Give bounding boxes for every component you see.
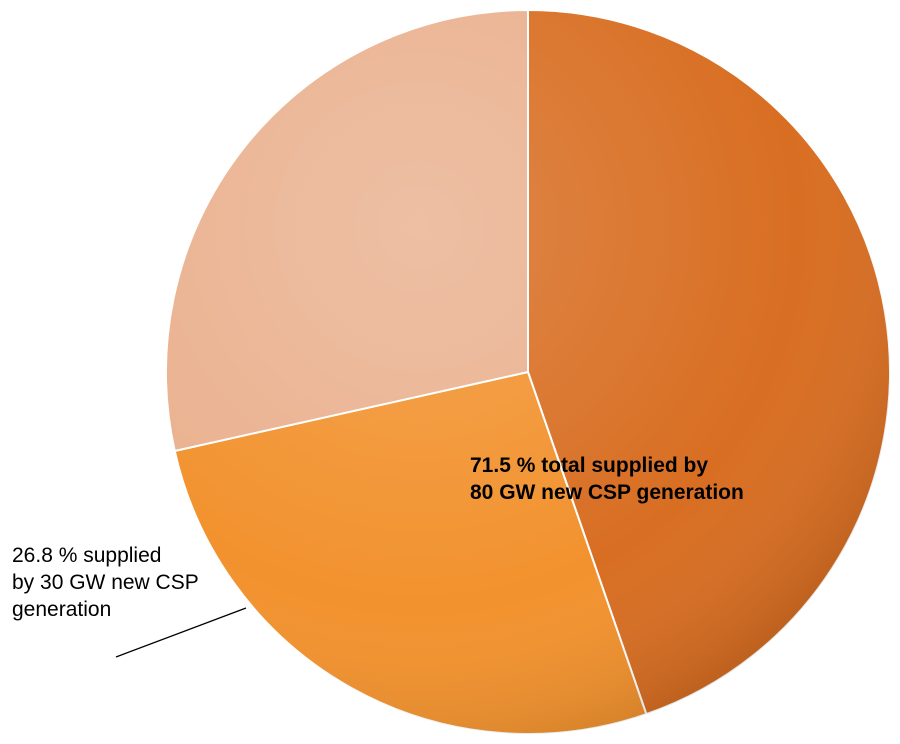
leader-line — [115, 607, 247, 658]
pie-slice-3 — [165, 8, 529, 453]
label-30gw-line-3: generation — [12, 598, 112, 621]
label-total-supplied: 71.5 % total supplied by 80 GW new CSP g… — [470, 452, 744, 506]
label-30gw-line-1: 26.8 % supplied — [12, 544, 162, 567]
label-total-line-2: 80 GW new CSP generation — [470, 481, 744, 504]
label-total-line-1: 71.5 % total supplied by — [470, 454, 709, 477]
label-30gw-supplied: 26.8 % supplied by 30 GW new CSP generat… — [12, 542, 199, 623]
label-30gw-line-2: by 30 GW new CSP — [12, 571, 199, 594]
